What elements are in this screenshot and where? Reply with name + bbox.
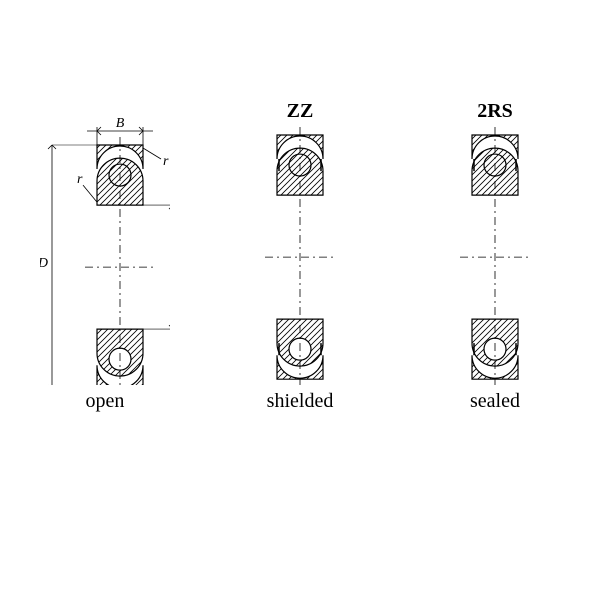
variant-name-label: sealed xyxy=(430,390,560,413)
dim-outer-dia-label: φD xyxy=(40,256,48,271)
dim-fillet-label-2: r xyxy=(77,172,83,187)
dim-width-label: B xyxy=(116,116,125,131)
bearing-cross-section: BrrφDφd xyxy=(40,115,170,385)
bearing-cross-section xyxy=(235,115,365,385)
variant-name-label: open xyxy=(40,390,170,413)
dim-fillet-label-1: r xyxy=(163,154,169,169)
bearing-cross-section xyxy=(430,115,560,385)
variant-name-label: shielded xyxy=(235,390,365,413)
